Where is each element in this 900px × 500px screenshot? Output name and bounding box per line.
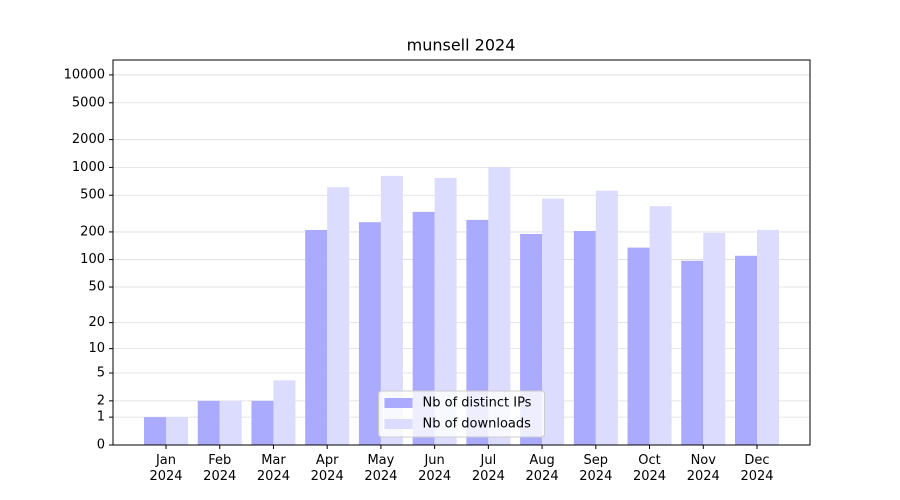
bar — [703, 232, 726, 445]
bar — [412, 211, 435, 445]
y-tick-label: 1 — [97, 410, 105, 425]
x-tick-label: Dec 2024 — [740, 453, 774, 484]
x-tick-label: Sep 2024 — [579, 453, 613, 484]
x-tick-label: Oct 2024 — [632, 453, 667, 484]
bar — [380, 175, 403, 445]
y-tick-label: 2000 — [72, 132, 105, 147]
legend-label: Nb of distinct IPs — [423, 396, 532, 411]
legend-swatch — [384, 398, 413, 408]
x-tick-label: Jul 2024 — [471, 453, 505, 484]
bar — [219, 400, 242, 445]
bar — [735, 255, 757, 445]
bar — [573, 230, 596, 445]
x-tick-label: Mar 2024 — [256, 453, 290, 484]
x-tick-label: Nov 2024 — [686, 453, 720, 484]
bar — [327, 187, 350, 445]
bar — [627, 247, 650, 445]
y-tick-label: 200 — [80, 224, 105, 239]
y-tick-label: 10000 — [64, 67, 105, 82]
x-tick-label: Jun 2024 — [418, 453, 452, 484]
grid — [113, 74, 810, 446]
bar — [681, 260, 704, 445]
bar — [595, 190, 618, 445]
y-tick-label: 5000 — [72, 95, 105, 110]
y-tick-label: 100 — [80, 252, 105, 267]
legend-box — [378, 390, 545, 438]
bar — [757, 229, 779, 445]
bar — [273, 380, 296, 445]
y-tick-label: 5 — [97, 366, 105, 381]
y-tick-label: 0 — [97, 438, 105, 453]
x-tick-label: Apr 2024 — [310, 453, 344, 484]
bar — [358, 222, 381, 445]
y-tick-label: 2 — [97, 393, 105, 408]
bar — [488, 167, 511, 445]
bar — [166, 417, 188, 445]
y-tick-label: 1000 — [72, 160, 105, 175]
bar — [542, 198, 565, 445]
legend-swatch — [384, 419, 413, 429]
plot-frame — [112, 59, 811, 446]
bar — [434, 177, 457, 445]
x-tick-label: Feb 2024 — [203, 453, 237, 484]
x-tick-label: May 2024 — [364, 453, 398, 484]
bar — [649, 206, 672, 445]
bar — [466, 219, 489, 445]
bar — [197, 400, 220, 445]
bar — [251, 400, 274, 445]
x-tick-label: Aug 2024 — [525, 453, 559, 484]
y-tick-label: 50 — [88, 280, 105, 295]
bar — [144, 417, 166, 445]
y-tick-label: 20 — [88, 315, 105, 330]
legend-label: Nb of downloads — [423, 417, 532, 432]
legend: Nb of distinct IPs Nb of downloads — [378, 390, 545, 438]
x-tick-label: Jan 2024 — [149, 453, 183, 484]
chart-title: munsell 2024 — [407, 36, 516, 55]
bar — [305, 229, 328, 445]
y-tick-label: 10 — [88, 341, 105, 356]
y-tick-label: 500 — [80, 188, 105, 203]
